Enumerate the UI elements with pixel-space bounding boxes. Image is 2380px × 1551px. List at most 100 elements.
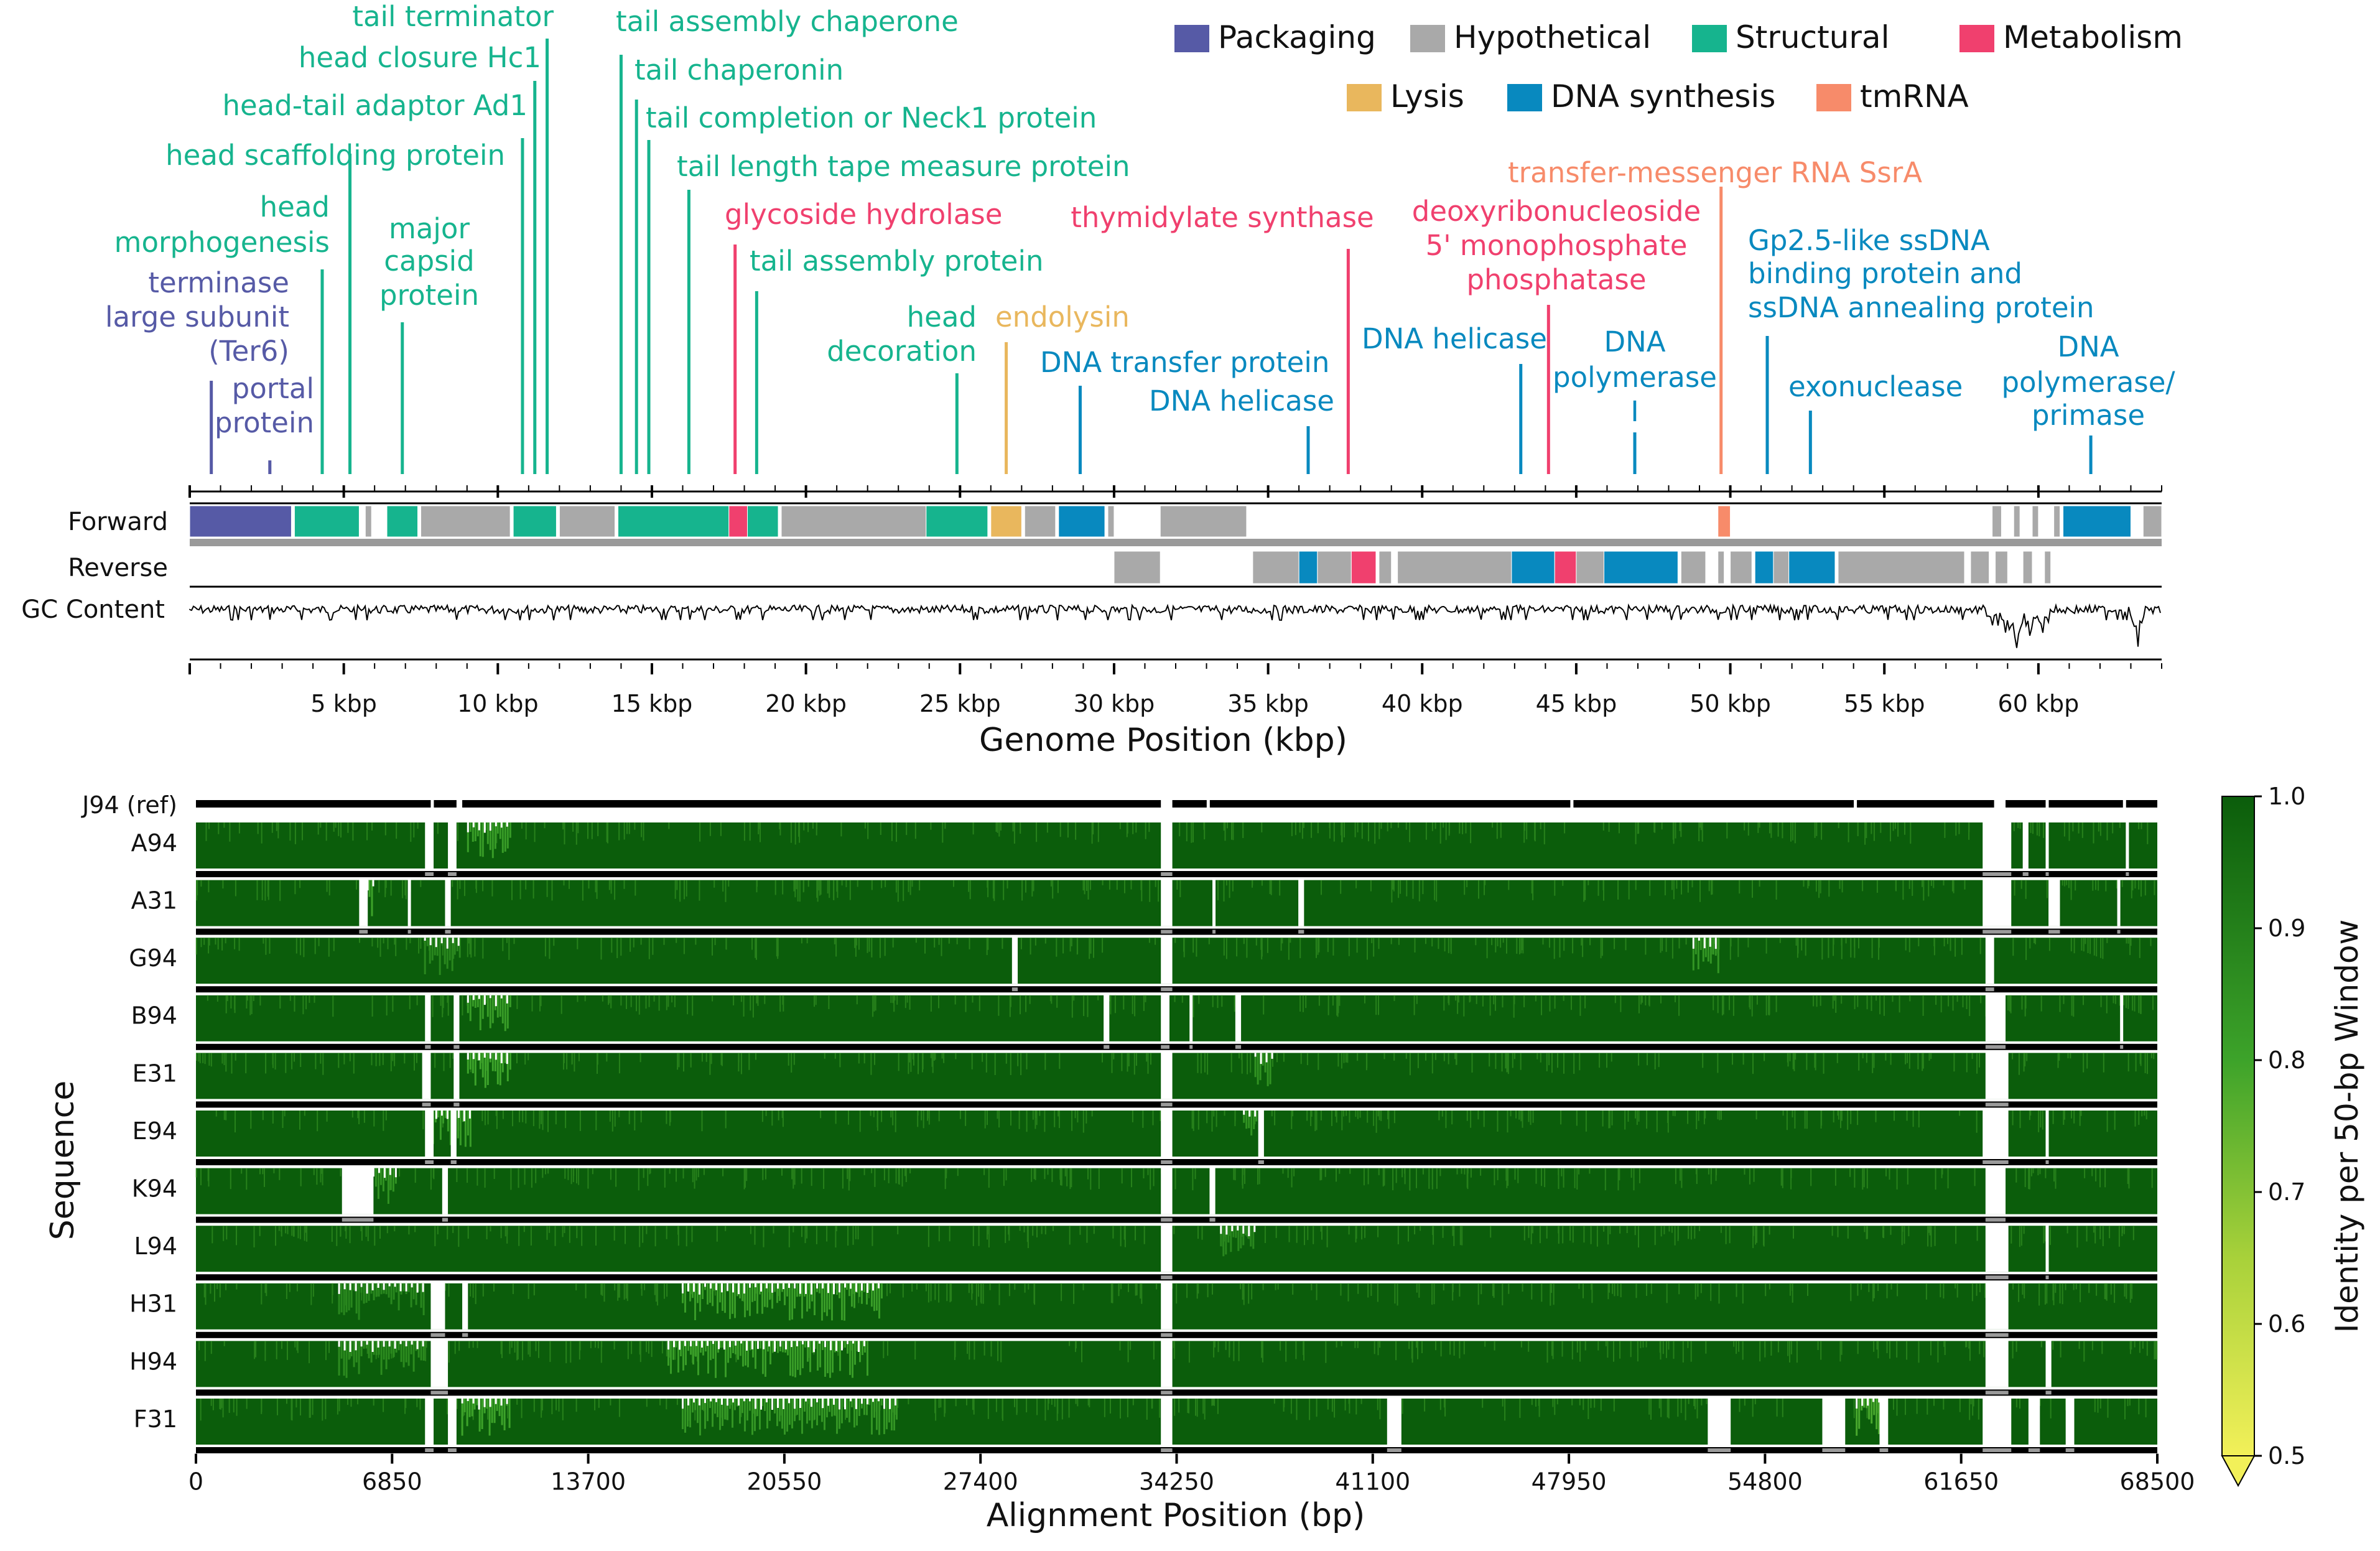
low-identity-gap xyxy=(682,1283,880,1295)
reference-bar xyxy=(196,800,2157,808)
alignment-gap-bar xyxy=(1161,1275,1173,1280)
forward-gene-dna-synthesis xyxy=(1058,505,1105,538)
legend-label-structural: Structural xyxy=(1736,19,1889,55)
annotation-label-terminase: terminase xyxy=(148,266,289,299)
alignment-gap-bar xyxy=(1387,1448,1402,1452)
strand-separator xyxy=(190,539,2162,546)
heat-tick-label: 47950 xyxy=(1532,1468,1607,1496)
annotation-label-head-tail-adaptor-ad1: head-tail adaptor Ad1 xyxy=(222,89,528,122)
alignment-gap xyxy=(1985,1052,2009,1099)
alignment-gap-bar xyxy=(1161,1390,1173,1395)
alignment-gap xyxy=(1983,879,2012,926)
alignment-gap xyxy=(2117,879,2121,926)
forward-gene-structural xyxy=(617,505,730,538)
alignment-gap-bar xyxy=(1161,1218,1173,1222)
alignment-gap-bar xyxy=(1161,872,1173,876)
annotation-label-dna-transfer-protein: DNA transfer protein xyxy=(1040,346,1329,379)
alignment-gap-bar xyxy=(448,1448,457,1452)
low-identity-gap xyxy=(1856,1399,1880,1409)
alignment-gap xyxy=(1161,1398,1173,1445)
alignment-gap xyxy=(1983,1398,2012,1445)
alignment-gap xyxy=(1387,1398,1402,1445)
annotation-label-tail-completion-or-neck1-protein: tail completion or Neck1 protein xyxy=(646,101,1097,134)
reference-gap xyxy=(1854,799,1857,809)
alignment-gap-bar xyxy=(1161,1448,1173,1452)
reverse-gene-hypothetical xyxy=(1397,551,1512,584)
genome-tick-label: 15 kbp xyxy=(611,690,693,717)
forward-gene-hypothetical xyxy=(781,505,927,538)
alignment-gap-bar xyxy=(1189,1045,1193,1049)
reference-gap xyxy=(1570,799,1574,809)
genome-axis-title: Genome Position (kbp) xyxy=(979,722,1347,759)
sequence-label-b94: B94 xyxy=(131,1002,177,1030)
annotation-label-exonuclease: exonuclease xyxy=(1788,370,1963,403)
alignment-gap-bar xyxy=(453,1045,460,1049)
heat-tick-label: 54800 xyxy=(1727,1468,1803,1496)
alignment-position-axis: 0 6850 13700 20550 27400 34250 41100 47950 54800… xyxy=(44,1081,2195,1534)
sequence-bar-a31 xyxy=(196,928,2157,935)
low-identity-gap xyxy=(467,822,508,833)
alignment-gap xyxy=(425,1398,434,1445)
forward-gene-hypothetical xyxy=(2053,505,2061,538)
gc-content-line xyxy=(189,603,2161,648)
alignment-gap xyxy=(1209,1167,1216,1214)
annotation-label-dna: DNA xyxy=(2057,330,2119,363)
alignment-gap-bar xyxy=(430,1390,449,1395)
alignment-gap-bar xyxy=(1983,872,2012,876)
legend-swatch-hypothetical xyxy=(1410,25,1445,52)
annotation-label-large-subunit: large subunit xyxy=(105,300,289,333)
sequence-label-e94: E94 xyxy=(132,1117,177,1145)
genome-top-axis xyxy=(188,485,2162,498)
forward-gene-hypothetical xyxy=(559,505,616,538)
heat-tick-label: 13700 xyxy=(551,1468,626,1496)
reverse-gene-hypothetical xyxy=(1317,551,1352,584)
alignment-gap xyxy=(359,879,368,926)
low-identity-region xyxy=(1220,1226,1255,1257)
forward-gene-lysis xyxy=(990,505,1022,538)
annotation-label-5-monophosphate: 5' monophosphate xyxy=(1426,229,1688,262)
category-legend: Packaging Hypothetical Structural Metabolis… xyxy=(1174,19,2183,114)
legend-label-lysis: Lysis xyxy=(1390,78,1464,114)
identity-band-b94 xyxy=(196,995,2157,1041)
legend-swatch-tmrna xyxy=(1816,84,1851,111)
alignment-gap-bar xyxy=(1161,1045,1169,1049)
forward-gene-tmrna xyxy=(1718,505,1731,538)
annotation-label-tail-assembly-protein: tail assembly protein xyxy=(750,245,1043,277)
colorbar-tick-label: 0.5 xyxy=(2268,1442,2305,1469)
colorbar-title: Identity per 50-bp Window xyxy=(2329,920,2365,1333)
alignment-gap xyxy=(1161,937,1173,984)
alignment-gap-bar xyxy=(1985,1275,2009,1280)
sequence-label-k94: K94 xyxy=(132,1175,177,1202)
alignment-gap xyxy=(453,994,460,1041)
forward-gene-hypothetical xyxy=(420,505,511,538)
sequence-label-f31: F31 xyxy=(134,1405,177,1433)
alignment-gap xyxy=(448,1398,457,1445)
alignment-gap-bar xyxy=(2048,929,2060,934)
alignment-gap xyxy=(1258,1110,1264,1157)
annotation-label-phosphatase: phosphatase xyxy=(1466,263,1646,296)
sequence-bar-k94 xyxy=(196,1216,2157,1223)
alignment-gap xyxy=(1161,822,1173,869)
annotation-label-primase: primase xyxy=(2032,399,2145,432)
identity-texture xyxy=(215,1111,2147,1133)
alignment-gap xyxy=(2045,1110,2049,1157)
alignment-gap-bar xyxy=(425,1045,431,1049)
alignment-gap xyxy=(1985,1340,2009,1387)
annotation-label-tail-terminator: tail terminator xyxy=(352,0,554,33)
identity-colorbar: 0.5 0.6 0.7 0.8 0.9 1.0 Identity per 50-bp Win… xyxy=(2221,783,2365,1488)
low-identity-gap xyxy=(424,938,460,949)
low-identity-gap xyxy=(1220,1226,1256,1236)
identity-band-l94 xyxy=(196,1226,2157,1272)
alignment-gap xyxy=(430,1340,449,1387)
alignment-gap-bar xyxy=(1985,1333,2009,1337)
alignment-gap-bar xyxy=(1298,929,1304,934)
alignment-gap-bar xyxy=(1161,1333,1173,1337)
forward-track: Forward xyxy=(68,502,2162,546)
alignment-gap-bar xyxy=(1161,929,1173,934)
annotation-label-polymerase: polymerase xyxy=(1553,361,1717,394)
low-identity-region xyxy=(1254,1053,1271,1086)
reference-gap xyxy=(1994,799,2006,809)
heat-tick-label: 27400 xyxy=(943,1468,1018,1496)
alignment-gap xyxy=(2126,822,2129,869)
alignment-gap xyxy=(1298,879,1304,926)
